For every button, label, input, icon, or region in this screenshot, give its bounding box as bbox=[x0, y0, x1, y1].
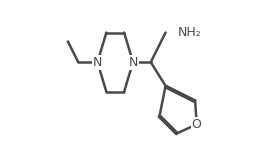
Text: N: N bbox=[93, 56, 102, 69]
Text: O: O bbox=[192, 118, 202, 131]
Text: NH₂: NH₂ bbox=[177, 26, 201, 39]
Text: N: N bbox=[128, 56, 138, 69]
